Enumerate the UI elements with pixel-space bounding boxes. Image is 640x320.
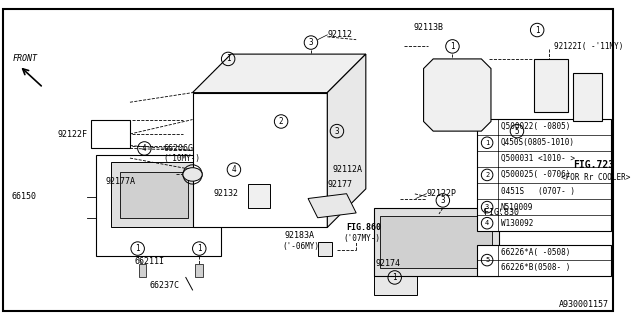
Text: <FOR Rr COOLER>: <FOR Rr COOLER> — [561, 173, 630, 182]
Text: W130092: W130092 — [500, 219, 533, 228]
Text: 92113B: 92113B — [414, 23, 444, 32]
Text: 1: 1 — [485, 140, 489, 146]
Polygon shape — [193, 54, 366, 92]
Text: 66237C: 66237C — [149, 281, 179, 290]
Polygon shape — [534, 59, 568, 112]
Polygon shape — [327, 54, 366, 228]
Text: 92177A: 92177A — [106, 177, 136, 186]
Text: 92174: 92174 — [376, 259, 401, 268]
Text: 66150: 66150 — [12, 192, 36, 201]
Text: 1: 1 — [226, 54, 230, 63]
Bar — [111, 162, 197, 228]
Bar — [477, 245, 611, 276]
Text: 3: 3 — [440, 196, 445, 205]
Text: 3: 3 — [485, 204, 489, 210]
Bar — [139, 264, 147, 277]
Text: 4: 4 — [232, 165, 236, 174]
Bar — [120, 172, 188, 218]
Text: 5: 5 — [485, 257, 489, 263]
Text: 92177: 92177 — [327, 180, 352, 188]
Text: 66206G: 66206G — [164, 144, 194, 153]
Polygon shape — [573, 73, 602, 122]
Text: 92112A: 92112A — [332, 165, 362, 174]
Text: 5: 5 — [515, 127, 519, 136]
Text: 2: 2 — [279, 117, 284, 126]
Text: FIG.860: FIG.860 — [347, 223, 381, 232]
Polygon shape — [92, 120, 130, 148]
Text: 1: 1 — [535, 26, 540, 35]
Text: 1: 1 — [392, 273, 397, 282]
Text: 2: 2 — [485, 172, 489, 178]
Text: A930001157: A930001157 — [559, 300, 609, 309]
Bar — [374, 268, 417, 295]
Bar — [477, 119, 611, 231]
Text: 92122P: 92122P — [426, 189, 456, 198]
Text: ('10MY-): ('10MY-) — [164, 154, 201, 163]
Text: 66226*A( -0508): 66226*A( -0508) — [500, 248, 570, 257]
Bar — [195, 264, 203, 277]
Text: 3: 3 — [335, 127, 339, 136]
Text: Q500025( -0706): Q500025( -0706) — [500, 171, 570, 180]
Text: FRONT: FRONT — [13, 54, 38, 63]
Polygon shape — [424, 59, 491, 131]
Polygon shape — [317, 242, 332, 256]
Text: ('-06MY): ('-06MY) — [282, 242, 319, 251]
Text: FIG.830: FIG.830 — [484, 208, 519, 218]
Text: 92122I( -'11MY): 92122I( -'11MY) — [554, 42, 623, 51]
Text: 92122F: 92122F — [58, 130, 88, 139]
Text: 66211I: 66211I — [135, 257, 164, 266]
Text: Q500022( -0805): Q500022( -0805) — [500, 122, 570, 131]
Text: 66226*B(0508- ): 66226*B(0508- ) — [500, 263, 570, 272]
Ellipse shape — [183, 168, 202, 181]
Bar — [96, 155, 221, 256]
Text: 92112: 92112 — [327, 30, 352, 39]
Text: 3: 3 — [308, 38, 313, 47]
Text: 92132: 92132 — [214, 189, 239, 198]
Text: ('07MY-): ('07MY-) — [344, 235, 381, 244]
Bar — [374, 208, 499, 276]
Text: 1: 1 — [197, 244, 202, 253]
Polygon shape — [193, 92, 327, 228]
Bar — [223, 73, 232, 89]
Text: 1: 1 — [450, 42, 455, 51]
Text: N510009: N510009 — [500, 203, 533, 212]
Text: FIG.723: FIG.723 — [573, 160, 614, 170]
Bar — [380, 216, 492, 268]
Text: Q500031 <1010- >: Q500031 <1010- > — [500, 154, 575, 163]
Text: 4: 4 — [485, 220, 489, 226]
Bar — [307, 58, 315, 69]
Text: 1: 1 — [135, 244, 140, 253]
Polygon shape — [248, 184, 269, 208]
Polygon shape — [308, 194, 356, 218]
Text: 92183A: 92183A — [285, 231, 315, 240]
Text: 4: 4 — [142, 144, 147, 153]
Text: 0451S   (0707- ): 0451S (0707- ) — [500, 187, 575, 196]
Text: Q450S(0805-1010): Q450S(0805-1010) — [500, 138, 575, 147]
